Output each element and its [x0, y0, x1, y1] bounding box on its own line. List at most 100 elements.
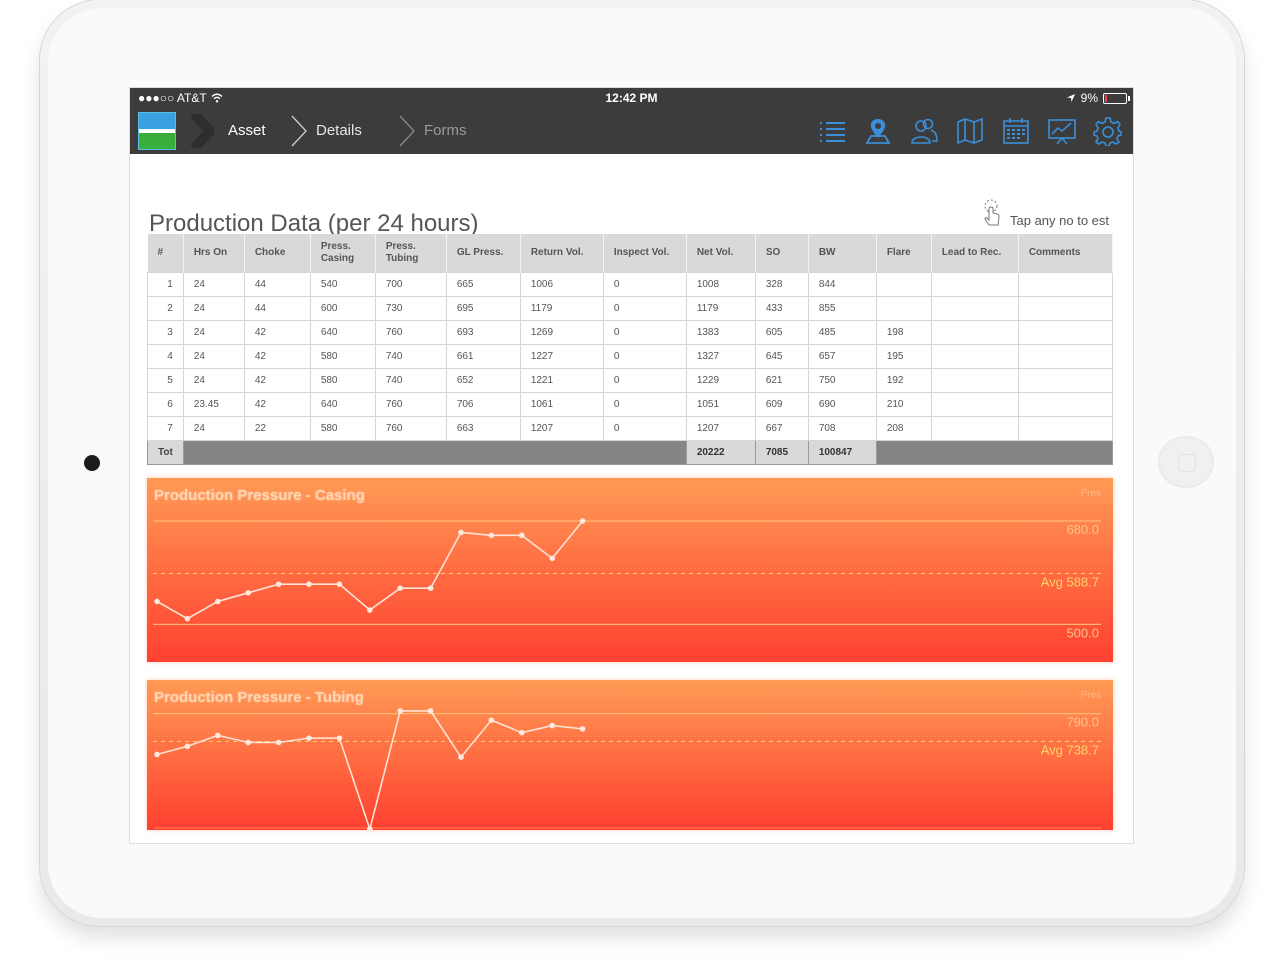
cell-comments[interactable]	[1017, 368, 1114, 393]
cell-flare[interactable]: 208	[875, 416, 932, 441]
data-point[interactable]	[549, 555, 555, 562]
cell-return-vol[interactable]: 1006	[519, 272, 604, 297]
breadcrumb-forms[interactable]: Forms	[424, 122, 467, 139]
cell-index[interactable]: 5	[147, 368, 184, 393]
data-point[interactable]	[549, 722, 555, 729]
cell-return-vol[interactable]: 1227	[519, 344, 604, 369]
data-point[interactable]	[154, 598, 160, 605]
cell-press-casing[interactable]: 600	[309, 296, 376, 321]
cell-so[interactable]: 328	[754, 272, 809, 297]
cell-gl-press[interactable]: 693	[445, 320, 521, 345]
cell-so[interactable]: 645	[754, 344, 809, 369]
cell-so[interactable]: 621	[754, 368, 809, 393]
map-pin-icon[interactable]	[863, 116, 893, 146]
data-point[interactable]	[275, 581, 282, 587]
cell-net-vol[interactable]: 1207	[685, 416, 756, 441]
cell-inspect-vol[interactable]: 0	[602, 344, 687, 369]
cell-bw[interactable]: 855	[807, 296, 877, 321]
breadcrumb-details[interactable]: Details	[316, 122, 362, 139]
chart-icon[interactable]	[1047, 116, 1077, 146]
data-point[interactable]	[427, 585, 434, 592]
cell-lead-to-rec[interactable]	[930, 344, 1019, 369]
cell-comments[interactable]	[1017, 296, 1114, 321]
cell-press-tubing[interactable]: 700	[374, 272, 447, 297]
data-point[interactable]	[275, 739, 282, 746]
cell-lead-to-rec[interactable]	[930, 272, 1019, 297]
data-point[interactable]	[579, 518, 586, 524]
cell-choke[interactable]: 22	[243, 416, 311, 441]
cell-so[interactable]: 609	[754, 392, 809, 417]
cell-choke[interactable]: 42	[243, 344, 311, 369]
cell-press-tubing[interactable]: 760	[374, 416, 447, 441]
cell-hrs-on[interactable]: 24	[182, 416, 245, 441]
data-point[interactable]	[367, 826, 373, 830]
cell-choke[interactable]: 42	[243, 392, 311, 417]
data-point[interactable]	[488, 532, 495, 539]
data-point[interactable]	[154, 751, 160, 758]
data-point[interactable]	[215, 598, 221, 605]
cell-choke[interactable]: 42	[243, 320, 311, 345]
cell-hrs-on[interactable]: 24	[182, 272, 245, 297]
cell-bw[interactable]: 708	[807, 416, 877, 441]
cell-gl-press[interactable]: 661	[445, 344, 521, 369]
data-point[interactable]	[579, 726, 586, 732]
settings-icon[interactable]	[1093, 116, 1123, 146]
data-point[interactable]	[336, 735, 343, 741]
cell-hrs-on[interactable]: 24	[182, 320, 245, 345]
cell-hrs-on[interactable]: 24	[182, 296, 245, 321]
cell-hrs-on[interactable]: 23.45	[182, 392, 245, 417]
data-point[interactable]	[245, 590, 251, 596]
cell-return-vol[interactable]: 1269	[519, 320, 604, 345]
cell-inspect-vol[interactable]: 0	[602, 392, 687, 417]
cell-comments[interactable]	[1017, 344, 1114, 369]
cell-comments[interactable]	[1017, 392, 1114, 417]
cell-comments[interactable]	[1017, 320, 1114, 345]
data-point[interactable]	[306, 581, 312, 587]
cell-comments[interactable]	[1017, 416, 1114, 441]
cell-choke[interactable]: 44	[243, 296, 311, 321]
cell-gl-press[interactable]: 706	[445, 392, 521, 417]
cell-return-vol[interactable]: 1221	[519, 368, 604, 393]
data-point[interactable]	[184, 743, 191, 750]
cell-press-casing[interactable]: 580	[309, 368, 376, 393]
cell-so[interactable]: 667	[754, 416, 809, 441]
cell-lead-to-rec[interactable]	[930, 368, 1019, 393]
cell-press-casing[interactable]: 540	[309, 272, 376, 297]
cell-net-vol[interactable]: 1051	[685, 392, 756, 417]
cell-press-casing[interactable]: 640	[309, 392, 376, 417]
cell-press-casing[interactable]: 580	[309, 416, 376, 441]
cell-bw[interactable]: 485	[807, 320, 877, 345]
cell-index[interactable]: 7	[147, 416, 184, 441]
data-point[interactable]	[458, 754, 464, 760]
cell-inspect-vol[interactable]: 0	[602, 368, 687, 393]
cell-index[interactable]: 3	[147, 320, 184, 345]
cell-lead-to-rec[interactable]	[930, 392, 1019, 417]
cell-press-tubing[interactable]: 740	[374, 368, 447, 393]
cell-return-vol[interactable]: 1061	[519, 392, 604, 417]
breadcrumb-asset[interactable]: Asset	[228, 122, 266, 139]
cell-hrs-on[interactable]: 24	[182, 344, 245, 369]
cell-index[interactable]: 6	[147, 392, 184, 417]
cell-gl-press[interactable]: 663	[445, 416, 521, 441]
cell-flare[interactable]	[875, 296, 932, 321]
data-point[interactable]	[184, 615, 191, 622]
cell-flare[interactable]: 195	[875, 344, 932, 369]
cell-flare[interactable]: 210	[875, 392, 932, 417]
cell-net-vol[interactable]: 1229	[685, 368, 756, 393]
cell-choke[interactable]: 42	[243, 368, 311, 393]
cell-inspect-vol[interactable]: 0	[602, 296, 687, 321]
cell-press-tubing[interactable]: 760	[374, 392, 447, 417]
cell-inspect-vol[interactable]: 0	[602, 416, 687, 441]
cell-bw[interactable]: 690	[807, 392, 877, 417]
data-point[interactable]	[519, 729, 525, 736]
data-point[interactable]	[367, 607, 373, 613]
cell-press-casing[interactable]: 580	[309, 344, 376, 369]
cell-index[interactable]: 4	[147, 344, 184, 369]
data-point[interactable]	[519, 532, 525, 539]
calendar-icon[interactable]	[1001, 116, 1031, 146]
cell-press-casing[interactable]: 640	[309, 320, 376, 345]
data-point[interactable]	[306, 735, 312, 741]
cell-net-vol[interactable]: 1327	[685, 344, 756, 369]
cell-flare[interactable]: 198	[875, 320, 932, 345]
cell-net-vol[interactable]: 1008	[685, 272, 756, 297]
